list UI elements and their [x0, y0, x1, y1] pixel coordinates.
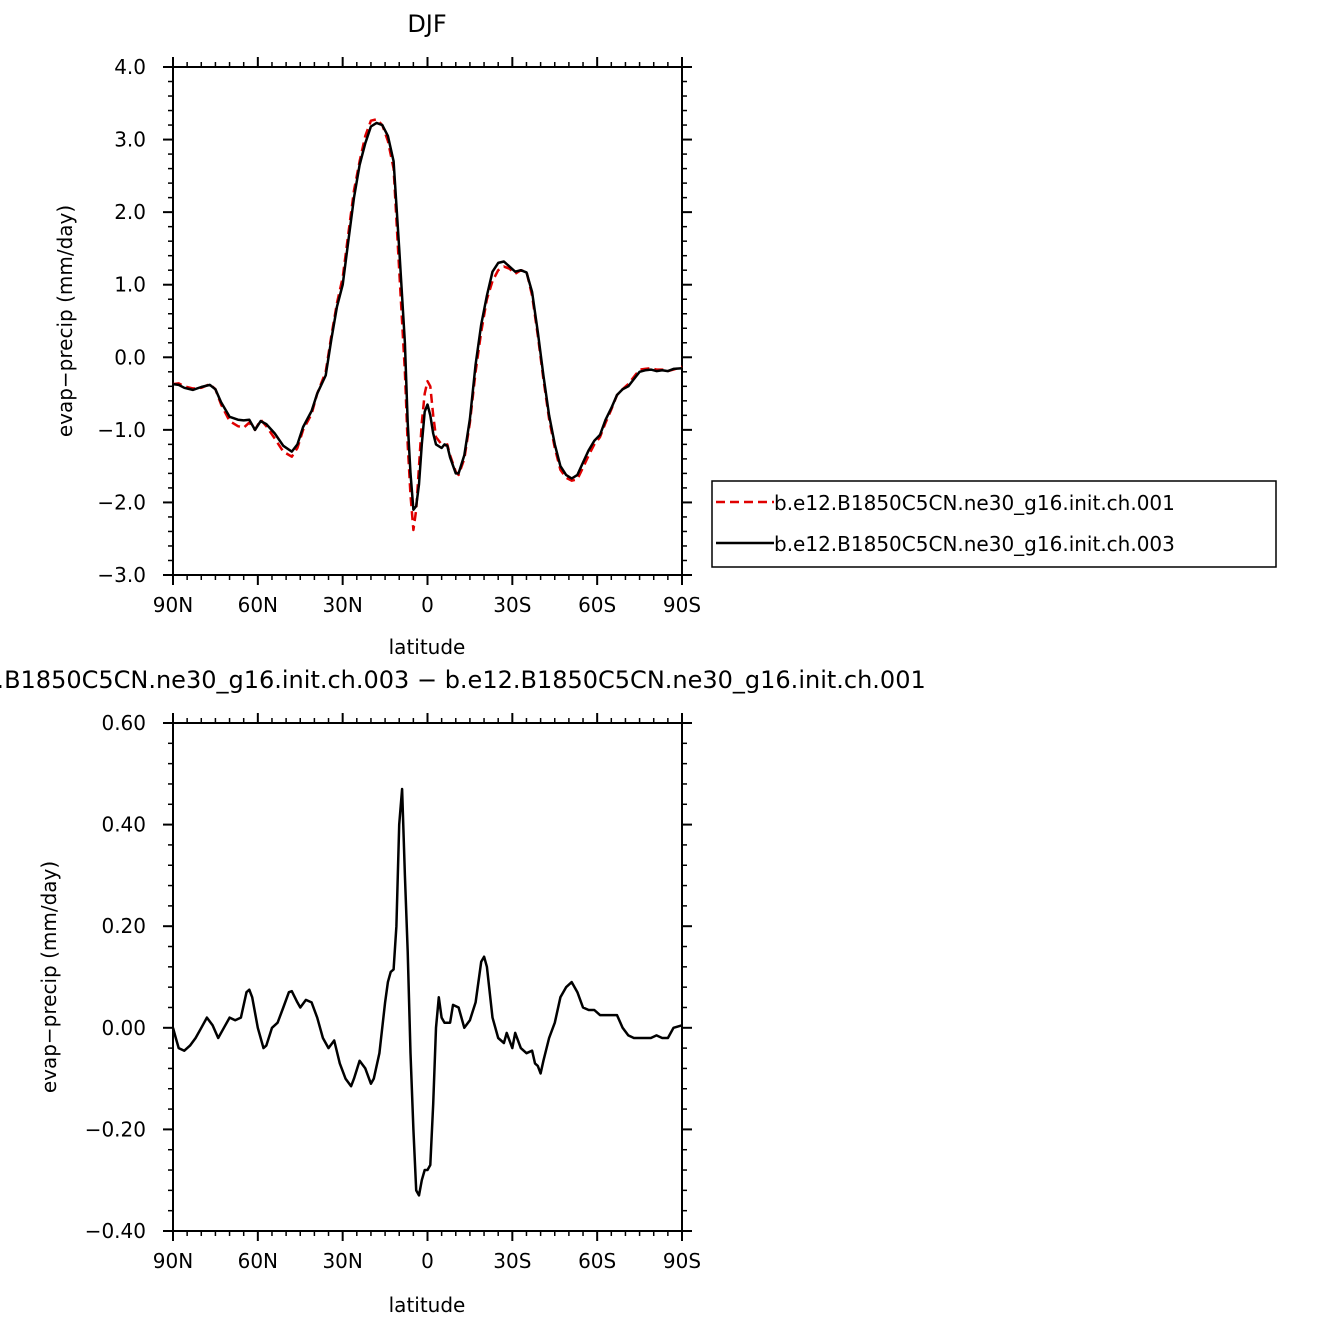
legend: b.e12.B1850C5CN.ne30_g16.init.ch.001 b.e…: [711, 480, 1277, 568]
x-tick-label: 30N: [322, 1249, 362, 1273]
bottom-chart-ylabel: evap−precip (mm/day): [37, 861, 61, 1093]
x-tick-label: 90S: [663, 593, 701, 617]
top-chart-title: DJF: [407, 10, 446, 38]
y-tick-label: −2.0: [97, 490, 146, 514]
x-tick-label: 0: [421, 593, 434, 617]
top-chart-xlabel: latitude: [389, 635, 466, 659]
bottom-chart-xlabel: latitude: [389, 1293, 466, 1317]
y-tick-label: −0.40: [85, 1219, 146, 1243]
y-tick-label: −1.0: [97, 418, 146, 442]
y-tick-label: 0.0: [114, 345, 146, 369]
bottom-chart-title: b.e12.B1850C5CN.ne30_g16.init.ch.003 − b…: [0, 666, 926, 694]
x-tick-label: 60N: [238, 1249, 278, 1273]
legend-box: [711, 480, 1277, 568]
series-line-0: [171, 787, 683, 1197]
y-tick-label: 3.0: [114, 128, 146, 152]
x-tick-label: 90N: [153, 1249, 193, 1273]
y-tick-label: 0.00: [101, 1016, 146, 1040]
x-tick-label: 30S: [493, 593, 531, 617]
x-tick-label: 60N: [238, 593, 278, 617]
y-tick-label: 1.0: [114, 273, 146, 297]
y-tick-label: 0.60: [101, 711, 146, 735]
plot-frame: [172, 66, 683, 576]
y-tick-label: 4.0: [114, 55, 146, 79]
x-tick-label: 60S: [578, 1249, 616, 1273]
y-tick-label: −3.0: [97, 563, 146, 587]
series-line-1: [172, 121, 683, 511]
y-tick-label: 0.40: [101, 813, 146, 837]
top-plot-area: 90N 60N 30N 0 30S 60S 90S −3.0 −2.0 −1.0 0.0 1.0 2.0…: [97, 55, 701, 617]
bottom-plot-area: 90N 60N 30N 0 30S 60S 90S −0.40 −0.20 0.00 0.20 0.4…: [85, 711, 701, 1273]
x-tick-label: 90N: [153, 593, 193, 617]
series-line-0: [172, 118, 683, 532]
legend-label-003: b.e12.B1850C5CN.ne30_g16.init.ch.003: [774, 532, 1175, 556]
plot-frame: [172, 722, 683, 1232]
y-tick-label: 0.20: [101, 914, 146, 938]
x-tick-label: 0: [421, 1249, 434, 1273]
x-tick-label: 30S: [493, 1249, 531, 1273]
y-tick-label: 2.0: [114, 200, 146, 224]
x-tick-label: 90S: [663, 1249, 701, 1273]
top-chart: DJF 90N 60N 30N 0 30S 60S 90S −3.0 −2.0 −1.0 0.0 1.…: [53, 10, 701, 659]
y-tick-label: −0.20: [85, 1117, 146, 1141]
legend-label-001: b.e12.B1850C5CN.ne30_g16.init.ch.001: [774, 491, 1175, 515]
x-tick-label: 60S: [578, 593, 616, 617]
top-chart-ylabel: evap−precip (mm/day): [53, 205, 77, 437]
x-tick-label: 30N: [322, 593, 362, 617]
bottom-chart: b.e12.B1850C5CN.ne30_g16.init.ch.003 − b…: [0, 666, 926, 1317]
